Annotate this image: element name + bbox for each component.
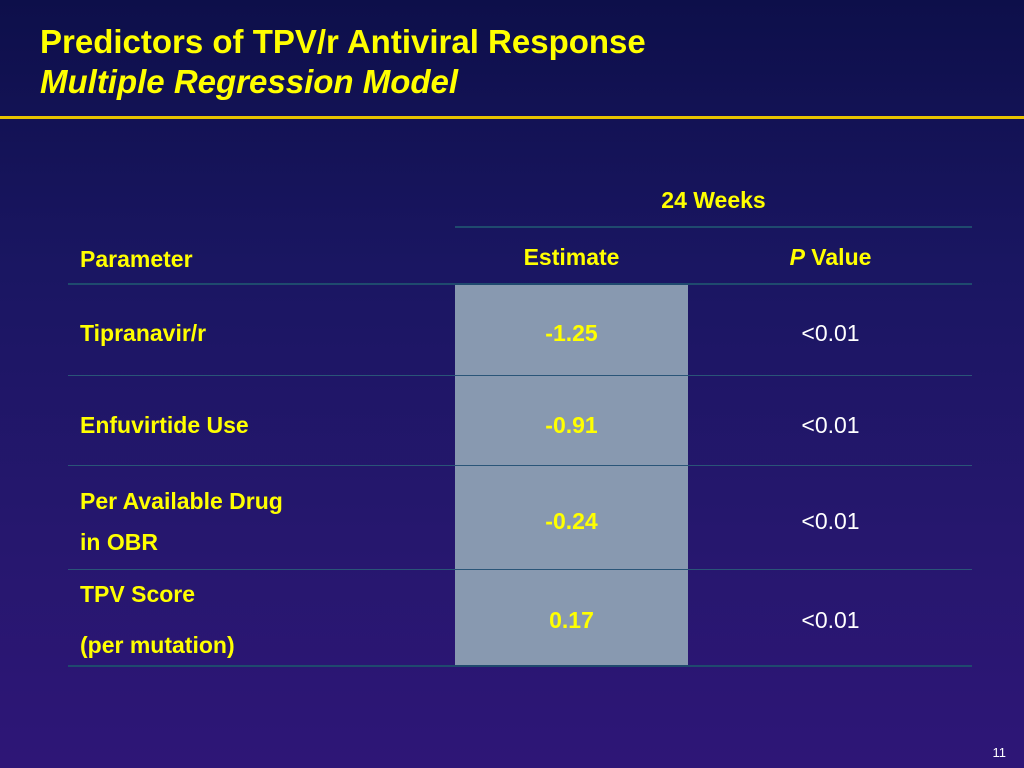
row-3-parameter-line-1: Per Available Drug: [80, 488, 283, 514]
header-rule: [68, 283, 972, 285]
row-3-estimate: -0.24: [545, 508, 598, 534]
row-4-p-value: <0.01: [801, 607, 860, 633]
row-1-divider: [68, 375, 972, 376]
title-line-2: Multiple Regression Model: [40, 63, 459, 100]
title-divider: [0, 116, 1024, 119]
group-header-rule: [455, 226, 972, 228]
row-4-parameter-line-1: TPV Score: [80, 581, 196, 607]
column-header-parameter: Parameter: [80, 246, 193, 272]
p-value-label: Value: [804, 244, 872, 270]
estimate-column-shading: [455, 285, 688, 666]
row-1-p-value: <0.01: [801, 320, 860, 346]
row-4-parameter-line-2: (per mutation): [80, 632, 235, 658]
row-2-parameter: Enfuvirtide Use: [80, 412, 249, 438]
group-header-24-weeks: 24 Weeks: [661, 187, 766, 213]
column-header-estimate: Estimate: [523, 244, 620, 270]
page-number: 11: [992, 745, 1007, 760]
slide-title: Predictors of TPV/r Antiviral Response M…: [40, 22, 646, 102]
table-bottom-rule: [68, 665, 972, 667]
row-2-estimate: -0.91: [545, 412, 598, 438]
row-3-divider: [68, 569, 972, 570]
title-line-1: Predictors of TPV/r Antiviral Response: [40, 23, 646, 60]
row-2-p-value: <0.01: [801, 412, 860, 438]
row-4-estimate: 0.17: [549, 607, 594, 633]
row-3-parameter-line-2: in OBR: [80, 529, 158, 555]
row-1-estimate: -1.25: [545, 320, 598, 346]
row-1-parameter: Tipranavir/r: [80, 320, 207, 346]
p-italic: P: [789, 244, 805, 270]
row-2-divider: [68, 465, 972, 466]
row-3-p-value: <0.01: [801, 508, 860, 534]
column-header-p-value: P Value: [689, 243, 972, 271]
